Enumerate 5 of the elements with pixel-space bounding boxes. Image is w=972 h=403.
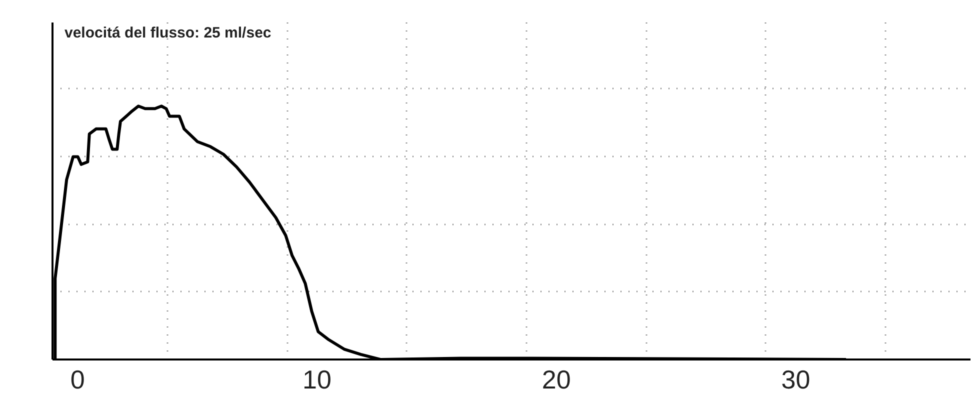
x-tick-label: 0 [70, 364, 85, 394]
x-tick-label: 20 [542, 364, 571, 394]
x-tick-label: 10 [302, 364, 332, 394]
x-tick-label: 30 [781, 364, 810, 394]
text: velocitá del flusso: 25 ml/sec [64, 24, 272, 42]
